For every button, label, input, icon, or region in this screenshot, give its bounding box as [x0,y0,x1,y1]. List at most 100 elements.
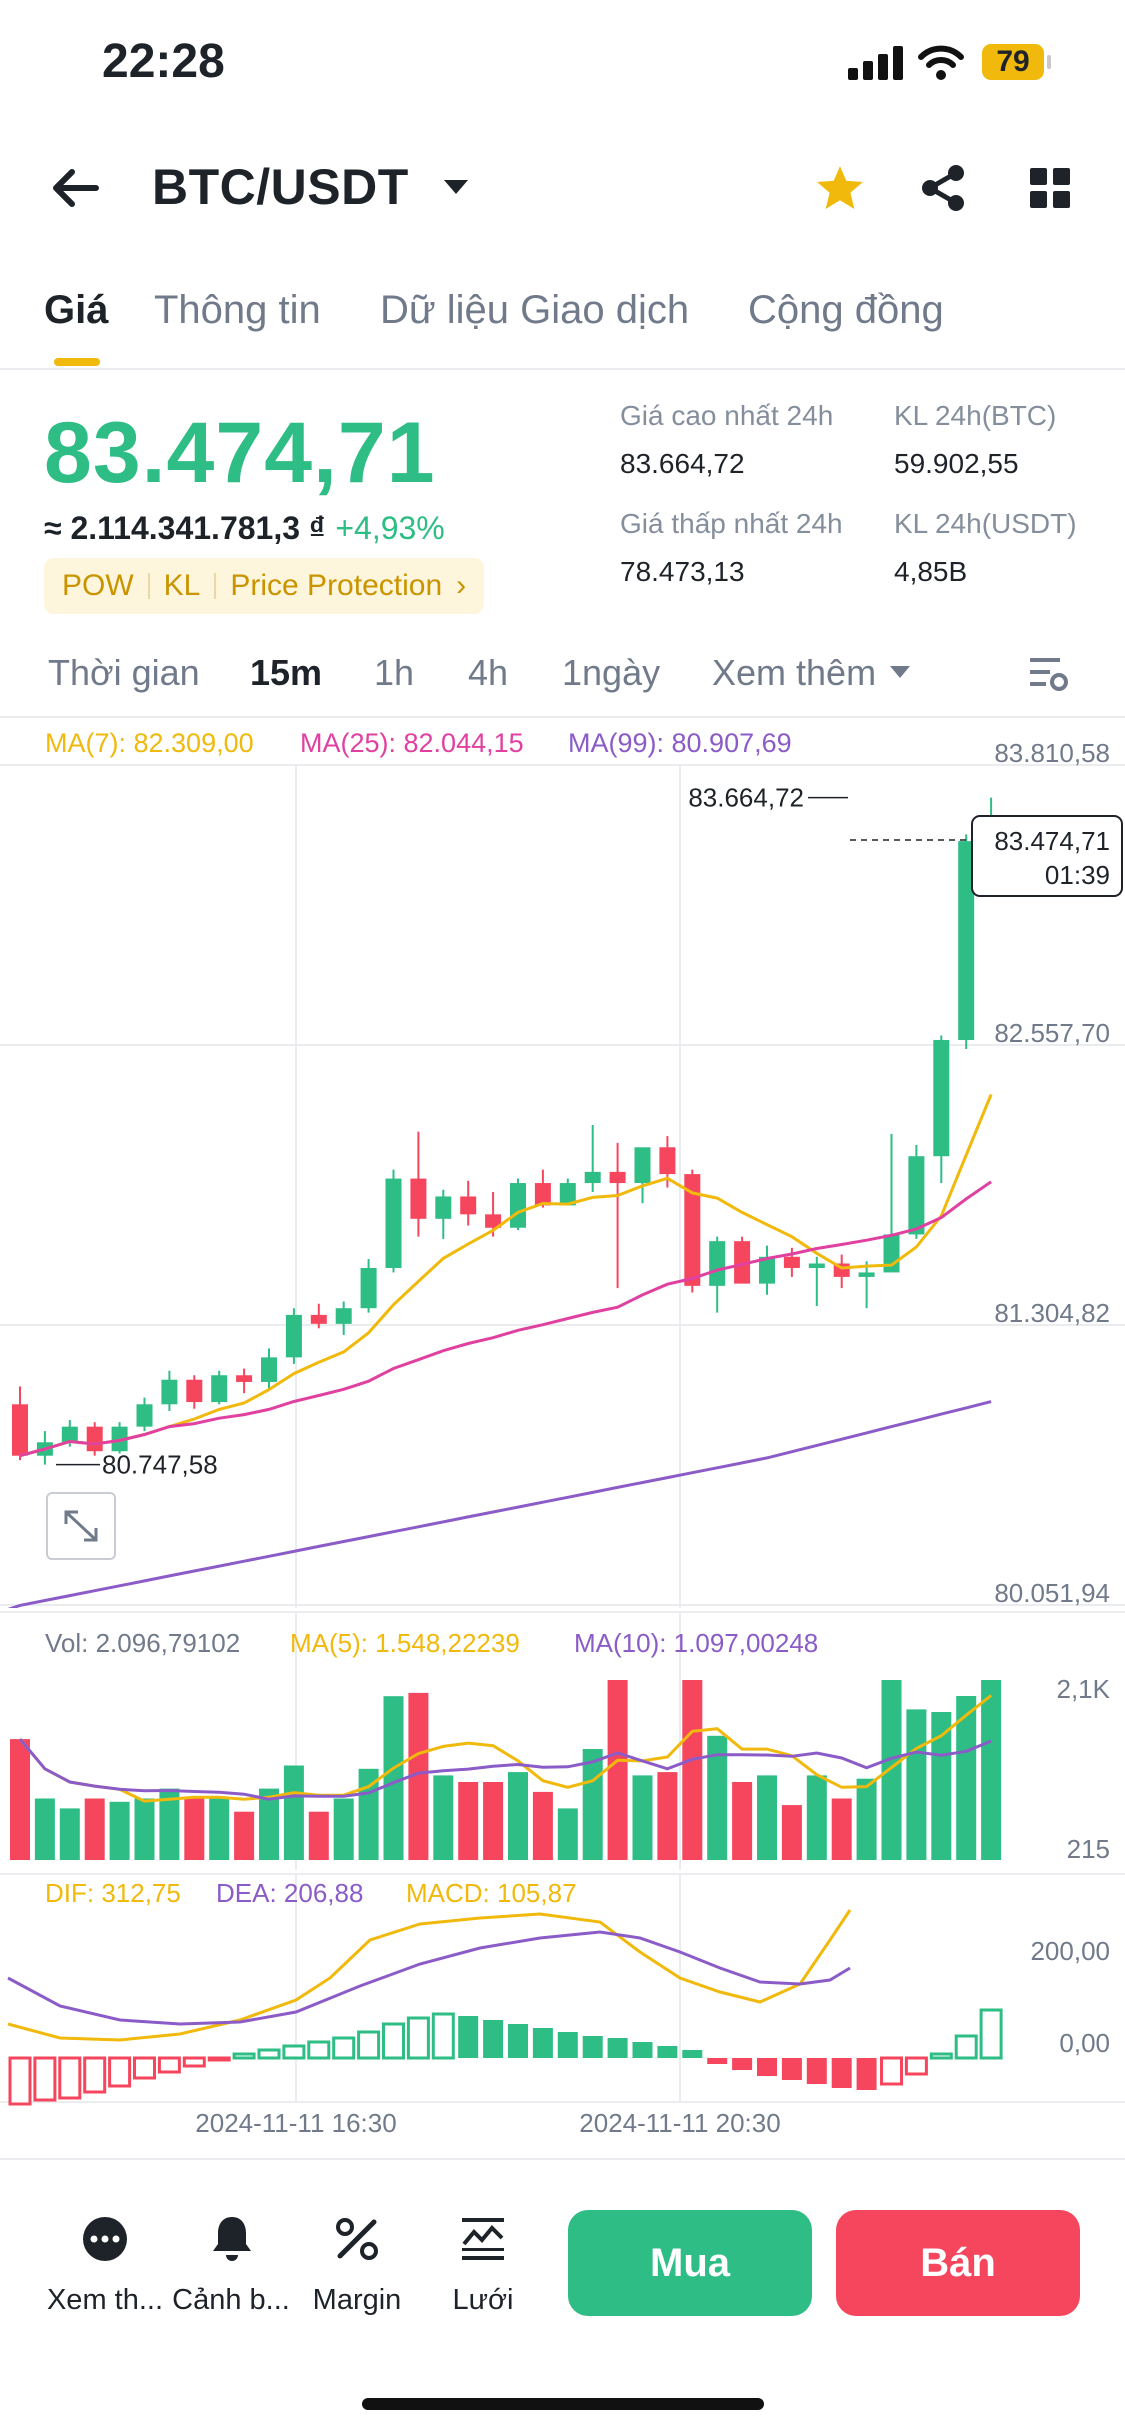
volume-chart[interactable]: Vol: 2.096,79102 MA(5): 1.548,22239 MA(1… [0,1610,1125,1870]
pair-title[interactable]: BTC/USDT [152,159,409,215]
expand-chart-button[interactable] [46,1492,116,1560]
tag-pow[interactable]: POW [62,569,134,602]
tag-bar[interactable]: POW KL Price Protection › [44,558,485,614]
price-axis-label: 80.051,94 [994,1578,1110,1608]
macd-chart[interactable]: DIF: 312,75 DEA: 206,88 MACD: 105,87 200… [0,1872,1125,2162]
volume-bar [632,1775,653,1860]
tab-trading-data[interactable]: Dữ liệu Giao dịch [380,288,690,332]
margin-label[interactable]: Margin [312,2284,402,2316]
macd-bar [431,2012,455,2060]
last-price-box [971,815,1123,897]
vol-usdt-value: 4,85B [894,556,968,587]
volume-bar [433,1775,454,1860]
more-button[interactable] [40,2212,170,2322]
candle-body [659,1147,676,1175]
low-marker-label: 80.747,58 [102,1450,218,1480]
macd-bar [806,2058,827,2084]
bell-icon [213,2217,251,2261]
macd-bar [8,2056,32,2106]
volume-bar [856,1778,877,1860]
candle-body [61,1426,78,1443]
countdown-tag: 01:39 [1045,860,1110,890]
tag-price-protection[interactable]: Price Protection [230,569,443,602]
candle-body [161,1379,178,1405]
volume-bar [781,1805,802,1860]
timeframe-1d[interactable]: 1ngày [562,652,661,693]
more-dots-icon [83,2217,127,2261]
candle-body [435,1196,452,1219]
vol-ma10-legend: MA(10): 1.097,00248 [574,1628,818,1658]
candle-body [958,841,975,1041]
candle-body [335,1308,352,1324]
price-axis-label: 83.810,58 [994,738,1110,768]
candle-body [634,1147,651,1184]
volume-bar [283,1765,304,1860]
macd-axis-label: 200,00 [1030,1936,1110,1966]
price-axis-label: 82.557,70 [994,1018,1110,1048]
candle-body [211,1375,228,1403]
star-icon[interactable] [815,164,865,212]
candle-body [261,1357,277,1382]
macd-bar [157,2056,181,2074]
low-24h-value: 78.473,13 [620,556,745,587]
volume-bar [831,1798,852,1860]
candle-body [709,1241,726,1286]
sell-button[interactable]: Bán [836,2210,1080,2316]
volume-bar [931,1712,952,1860]
tab-community[interactable]: Cộng đồng [748,288,944,332]
volume-bar [483,1782,504,1860]
macd-bar [33,2056,57,2102]
grid-menu-icon[interactable] [1030,168,1070,208]
back-arrow-icon[interactable] [50,168,100,208]
caret-down-icon[interactable] [888,664,912,680]
grid-bot-button[interactable] [418,2212,548,2322]
tab-info[interactable]: Thông tin [154,288,321,332]
tag-kl[interactable]: KL [163,569,201,602]
macd-bar [880,2056,903,2086]
caret-down-icon[interactable] [442,178,470,196]
battery-cap [1047,55,1051,69]
macd-histogram [8,2008,1003,2106]
home-indicator [362,2398,764,2410]
timeframe-15m[interactable]: 15m [250,652,323,693]
alert-button[interactable] [166,2212,296,2322]
timeframe-1h[interactable]: 1h [374,652,415,693]
buy-button[interactable]: Mua [568,2210,812,2316]
last-price: 83.474,71 [44,405,436,501]
tab-price[interactable]: Giá [44,288,109,332]
more-label[interactable]: Xem th... [46,2284,164,2316]
ma99-line [7,1400,992,1608]
macd-bar [532,2028,553,2058]
status-time: 22:28 [102,35,225,88]
volume-bar [757,1775,777,1860]
candle-body [534,1183,551,1206]
fiat-amount: ≈ 2.114.341.781,3 ₫ [44,510,326,546]
macd-bar [707,2058,728,2064]
macd-bar [257,2048,281,2060]
share-icon[interactable] [920,164,966,212]
macd-bar [406,2016,430,2060]
grid-label[interactable]: Lưới [452,2284,514,2316]
volume-axis-label: 215 [1067,1834,1110,1864]
candlestick-chart[interactable]: 83.474,71 01:39 83.664,72 80.747,58 83.8… [0,718,1125,1608]
candle-body [510,1183,526,1228]
volume-bar [10,1739,30,1860]
volume-bar [408,1692,429,1860]
candle-body [908,1156,925,1235]
volume-bar [458,1782,479,1860]
vol-btc-value: 59.902,55 [894,448,1019,479]
volume-bar [234,1811,255,1860]
alert-label[interactable]: Cảnh b... [172,2284,290,2316]
timeframe-4h[interactable]: 4h [468,652,509,693]
ma7-legend: MA(7): 82.309,00 [45,728,254,758]
timeframe-more[interactable]: Xem thêm [712,652,877,693]
expand-icon [64,1510,98,1542]
fiat-value: ≈ 2.114.341.781,3 ₫ +4,93% [44,510,445,547]
volume-bar [682,1680,703,1860]
chart-settings-icon[interactable] [1028,652,1070,694]
timeframe-time[interactable]: Thời gian [48,652,200,693]
volume-bar [956,1696,977,1860]
margin-button[interactable] [292,2212,422,2322]
macd-bar [657,2046,678,2058]
macd-bar [282,2044,306,2060]
